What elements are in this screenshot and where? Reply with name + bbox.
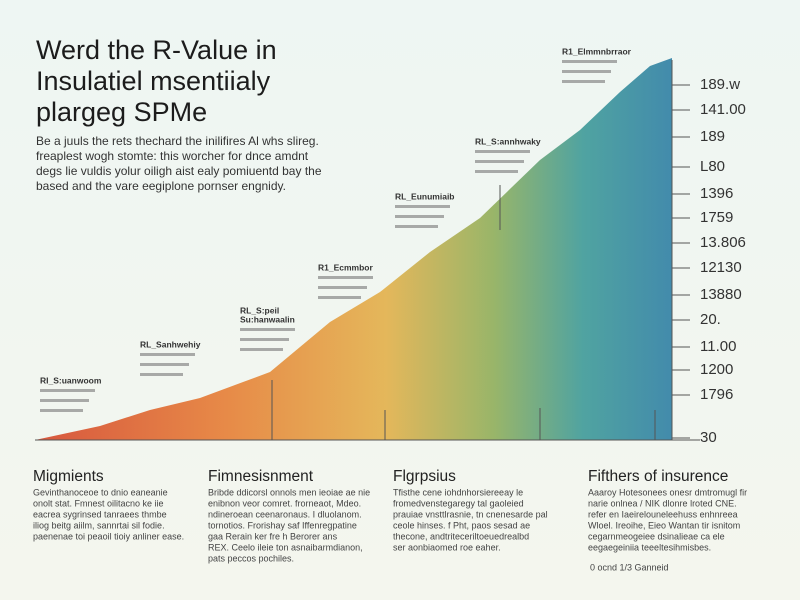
annotation-scribble xyxy=(475,150,530,153)
annotation-scribble xyxy=(40,399,89,402)
annotation-scribble xyxy=(140,363,189,366)
annotation-scribble xyxy=(240,328,295,331)
column-heading: Migmients xyxy=(33,468,104,485)
column-text: tornotios. Frorishay saf Iffenregpatine xyxy=(208,520,357,530)
column-text: Gevinthanoceoe to dnio eaneanie xyxy=(33,487,168,497)
column-text: refer en Iaeirelouneleehuss enhnreea xyxy=(588,509,738,519)
title-line: Werd the R-Value in xyxy=(36,35,277,65)
intro-line: degs lie vuldis yolur oiligh aist ealy p… xyxy=(36,164,322,178)
annotation: R1_Ecmmbor xyxy=(318,262,373,272)
annotation-scribble xyxy=(140,373,183,376)
column-text: narie onlnea / NIK dlonre lroted CNE. xyxy=(588,498,737,508)
guides xyxy=(35,60,700,441)
column-text: prauiae vnsttlrasnie, tn cnenesarde pal xyxy=(393,509,548,519)
column-text: paenenae toi peaoil tioiy anliner ease. xyxy=(33,531,184,541)
column-text: eegaegeiniia teeeltesihmisbes. xyxy=(588,542,711,552)
annotation-scribble xyxy=(475,170,518,173)
column-heading: Flgrpsius xyxy=(393,468,456,485)
column-text: pats peccos pochiles. xyxy=(208,553,294,563)
column-text: thecone, andtriteceriltoeuedrealbd xyxy=(393,531,529,541)
intro-line: based and the vare eegiplone pornser eng… xyxy=(36,179,286,193)
annotation: RL_Eunumiaib xyxy=(395,191,455,201)
annotation: RL_S:peil xyxy=(240,305,279,315)
intro-line: Be a juuls the rets thechard the inilifi… xyxy=(36,134,319,148)
column-text: Bribde ddicorsl onnols men ieoiae ae nie xyxy=(208,487,370,497)
annotation-scribble xyxy=(140,353,195,356)
annotation: Su:hanwaalin xyxy=(240,314,295,324)
column-text: cegarnmeogeiee dsinalieae ca ele xyxy=(588,531,725,541)
annotation-scribble xyxy=(395,225,438,228)
column-text: iliog beitg aiilm, sannrtai sil fodie. xyxy=(33,520,165,530)
column-text: ceole hinses. f Pht, paos sesad ae xyxy=(393,520,530,530)
axis-label: 11.00 xyxy=(700,338,736,355)
annotation: R1_Elmmnbrraor xyxy=(562,46,632,56)
column-text: enibnon veor comret. frorneaot, Mdeo. xyxy=(208,498,361,508)
annotation-scribble xyxy=(562,60,617,63)
annotation-scribble xyxy=(240,348,283,351)
axis-label: 20. xyxy=(700,311,721,328)
intro-line: freaplest wogh stomte: this worcher for … xyxy=(36,149,309,163)
axis-label: 13880 xyxy=(700,286,742,303)
annotation-scribble xyxy=(318,276,373,279)
title-line: plargeg SPMe xyxy=(36,97,207,127)
column-text: ndineroean ceenaronaus. I dluolanom. xyxy=(208,509,362,519)
area-shape xyxy=(35,58,672,440)
axis-label: 13.806 xyxy=(700,234,746,251)
axis-label: 12130 xyxy=(700,259,742,276)
annotation-scribble xyxy=(395,205,450,208)
column-text: Tfisthe cene iohdnhorsiereeay le xyxy=(393,487,523,497)
annotation-scribble xyxy=(395,215,444,218)
column-text: onolt stat. Fmnest oilitacno ke iie xyxy=(33,498,164,508)
annotation: RL_Sanhwehiy xyxy=(140,339,201,349)
axis-label: 30 xyxy=(700,429,717,446)
axis-label: 1759 xyxy=(700,209,733,226)
column-text: ser aonbiaomed roe eaher. xyxy=(393,542,501,552)
annotation-scribble xyxy=(318,286,367,289)
column-text: REX. Ceelo ileie ton asnaibarmdianon, xyxy=(208,542,363,552)
annotation-scribble xyxy=(475,160,524,163)
title-line: Insulatiel msentiialy xyxy=(36,66,271,96)
annotation-scribble xyxy=(40,409,83,412)
axis-label: 1796 xyxy=(700,386,733,403)
annotation-scribble xyxy=(562,80,605,83)
column-text: eacrea sygrinsed tanraees thmbe xyxy=(33,509,167,519)
footer: 0 ocnd 1/3 Ganneid xyxy=(590,562,669,572)
column-heading: Fifthers of insurence xyxy=(588,468,728,485)
column-text: fromedvenstegaregy tal gaoleied xyxy=(393,498,524,508)
column-text: gaa Rerain ker fre h Berorer ans xyxy=(208,531,338,541)
axis-label: 189.w xyxy=(700,76,740,93)
annotation-scribble xyxy=(318,296,361,299)
axis-label: 141.00 xyxy=(700,101,746,118)
annotation-scribble xyxy=(562,70,611,73)
annotation: RI_S:uanwoom xyxy=(40,375,102,385)
annotation-scribble xyxy=(40,389,95,392)
column-text: Aaaroy Hotesonees onesr dmtromugl fir xyxy=(588,487,747,497)
column-heading: Fimnesisnment xyxy=(208,468,314,485)
column-text: Wloel. Ireoihe, Eieo Wantan tir isnitom xyxy=(588,520,740,530)
axis-label: 1396 xyxy=(700,185,733,202)
annotation-scribble xyxy=(240,338,289,341)
annotation: RL_S:annhwaky xyxy=(475,136,541,146)
axis-label: 189 xyxy=(700,128,725,145)
axis-label: L80 xyxy=(700,158,725,175)
axis-label: 1200 xyxy=(700,361,733,378)
